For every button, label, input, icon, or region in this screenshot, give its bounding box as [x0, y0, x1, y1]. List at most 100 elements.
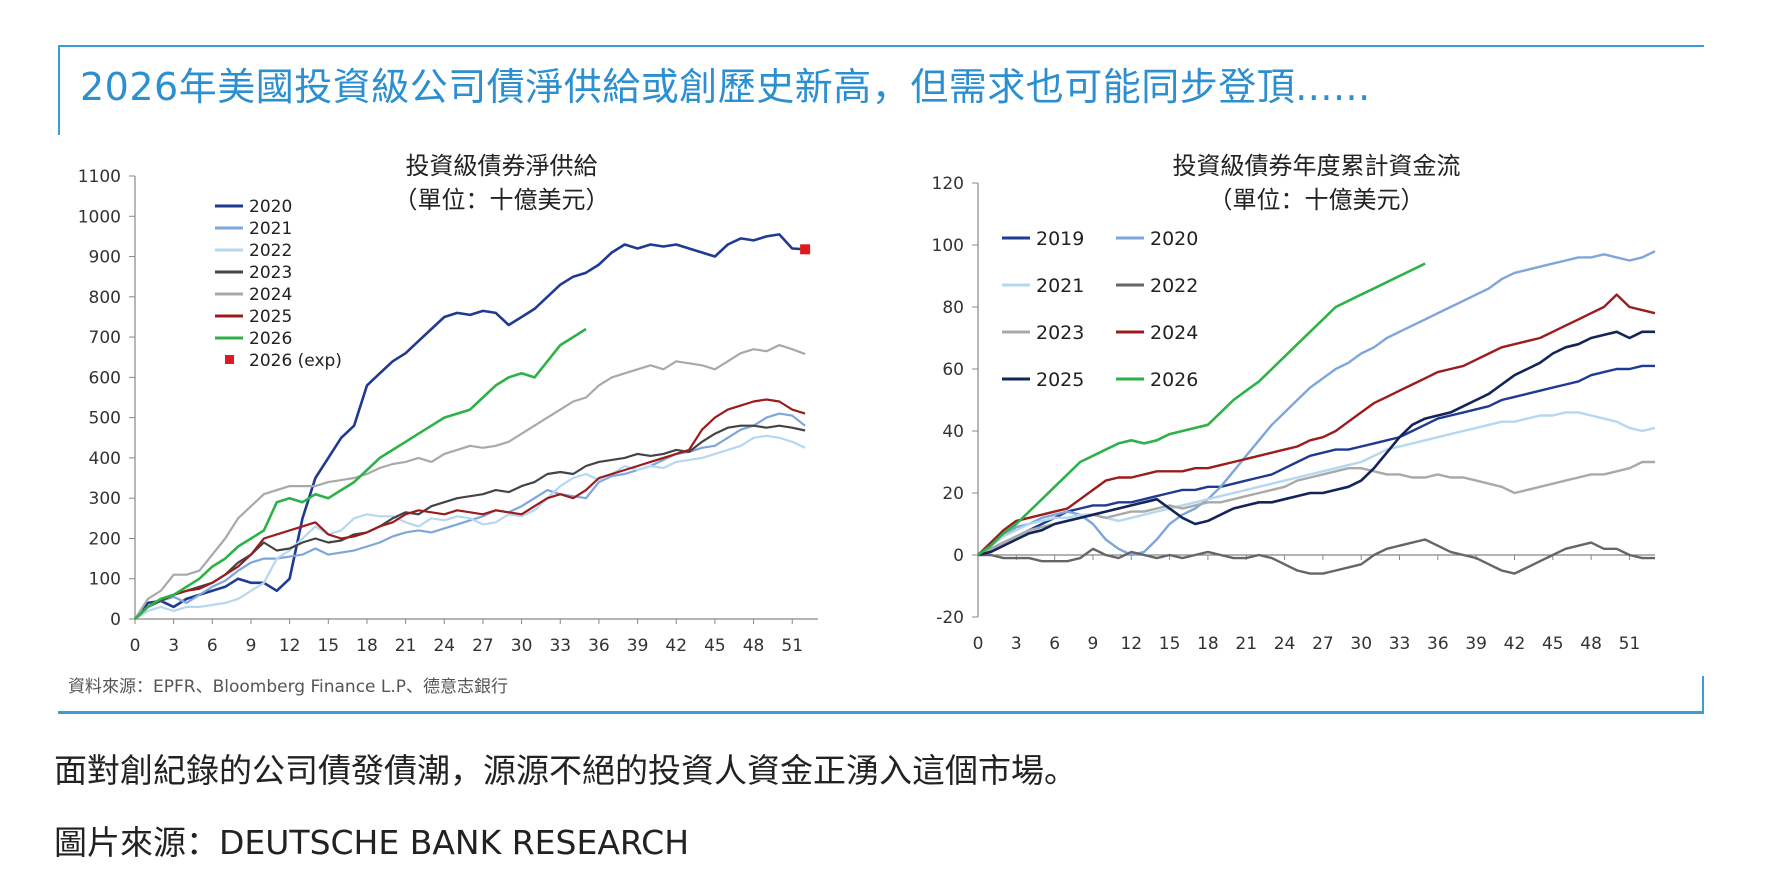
- x-tick-label: 12: [1120, 634, 1142, 654]
- x-tick-label: 0: [973, 634, 984, 654]
- legend-label: 2026 (exp): [249, 351, 342, 371]
- source-note: 資料來源：EPFR、Bloomberg Finance L.P、德意志銀行: [68, 677, 509, 697]
- legend-label: 2020: [249, 197, 292, 217]
- x-tick-label: 27: [1312, 634, 1334, 654]
- x-tick-label: 48: [743, 636, 765, 656]
- y-tick-label: 0: [953, 546, 964, 566]
- y-tick-label: 300: [89, 489, 121, 509]
- x-tick-label: 36: [1427, 634, 1449, 654]
- y-tick-label: 1100: [78, 167, 121, 187]
- legend-label: 2024: [249, 285, 292, 305]
- chart-title: 投資級債券淨供給: [406, 152, 598, 180]
- series-line-2026: [977, 262, 1426, 557]
- x-tick-label: 45: [704, 636, 726, 656]
- x-tick-label: 0: [130, 636, 141, 656]
- x-tick-label: 33: [549, 636, 571, 656]
- image-credit: 圖片來源：DEUTSCHE BANK RESEARCH: [54, 823, 690, 862]
- x-tick-label: 51: [1619, 634, 1641, 654]
- series-line-2024: [977, 293, 1656, 556]
- series-line-2022: [134, 434, 806, 620]
- y-tick-label: 400: [89, 449, 121, 469]
- legend-label: 2026: [249, 329, 292, 349]
- x-tick-label: 36: [588, 636, 610, 656]
- x-tick-label: 3: [1011, 634, 1022, 654]
- chart-title: 投資級債券年度累計資金流: [1173, 152, 1461, 180]
- legend-label: 2019: [1036, 228, 1084, 250]
- x-tick-label: 21: [1235, 634, 1257, 654]
- y-tick-label: 40: [942, 422, 964, 442]
- x-tick-label: 3: [168, 636, 179, 656]
- series-line-2025: [134, 398, 806, 620]
- series-line-2026: [134, 327, 587, 620]
- x-tick-label: 6: [1049, 634, 1060, 654]
- x-tick-label: 9: [1088, 634, 1099, 654]
- legend-label: 2022: [249, 241, 292, 261]
- legend-label: 2022: [1150, 275, 1198, 297]
- x-tick-label: 24: [1274, 634, 1296, 654]
- series-line-2021: [134, 412, 806, 620]
- chart-subtitle: （單位：十億美元）: [1209, 186, 1425, 214]
- y-tick-label: 100: [932, 236, 964, 256]
- x-tick-label: 30: [1350, 634, 1372, 654]
- marker-2026-exp: [800, 244, 811, 255]
- y-tick-label: 80: [942, 298, 964, 318]
- y-tick-label: 120: [932, 174, 964, 194]
- y-tick-label: 100: [89, 570, 121, 590]
- y-tick-label: 60: [942, 360, 964, 380]
- legend-label: 2023: [1036, 322, 1084, 344]
- x-tick-label: 21: [395, 636, 417, 656]
- caption: 面對創紀錄的公司債發債潮，源源不絕的投資人資金正湧入這個市場。: [54, 751, 1077, 790]
- frame-top-border: [58, 45, 1704, 47]
- y-tick-label: 0: [110, 610, 121, 630]
- y-tick-label: 900: [89, 248, 121, 268]
- x-tick-label: 42: [1504, 634, 1526, 654]
- legend-marker: [225, 355, 234, 364]
- chart-subtitle: （單位：十億美元）: [394, 186, 610, 214]
- series-line-2025: [977, 330, 1655, 557]
- legend-label: 2020: [1150, 228, 1198, 250]
- x-tick-label: 15: [317, 636, 339, 656]
- x-tick-label: 39: [1465, 634, 1487, 654]
- x-tick-label: 18: [1197, 634, 1219, 654]
- y-tick-label: 1000: [78, 207, 121, 227]
- x-tick-label: 24: [433, 636, 455, 656]
- fund-flow-chart: 投資級債券年度累計資金流 （單位：十億美元） -20 0 20 40 60 80 100 120 0…: [932, 152, 1656, 654]
- x-tick-label: 42: [665, 636, 687, 656]
- series-line-2019: [977, 364, 1655, 557]
- y-tick-label: 600: [89, 368, 121, 388]
- y-tick-label: -20: [936, 608, 964, 628]
- y-tick-label: 700: [89, 328, 121, 348]
- legend-label: 2025: [249, 307, 292, 327]
- series-line-2024: [134, 344, 806, 620]
- frame-left-border: [58, 45, 60, 135]
- net-supply-chart: 投資級債券淨供給（單位：十億美元）01002003004005006007008…: [78, 152, 818, 656]
- x-tick-label: 39: [627, 636, 649, 656]
- x-tick-label: 6: [207, 636, 218, 656]
- x-tick-label: 33: [1389, 634, 1411, 654]
- y-tick-label: 500: [89, 409, 121, 429]
- x-tick-label: 45: [1542, 634, 1564, 654]
- legend-label: 2021: [249, 219, 292, 239]
- x-tick-label: 18: [356, 636, 378, 656]
- headline: 2026年美國投資級公司債淨供給或創歷史新高，但需求也可能同步登頂......: [80, 65, 1371, 109]
- legend-label: 2021: [1036, 275, 1084, 297]
- x-tick-label: 12: [279, 636, 301, 656]
- x-tick-label: 51: [781, 636, 803, 656]
- legend-label: 2025: [1036, 369, 1084, 391]
- legend-label: 2023: [249, 263, 292, 283]
- frame-right-border: [1702, 676, 1704, 713]
- x-tick-label: 9: [246, 636, 257, 656]
- x-tick-label: 15: [1159, 634, 1181, 654]
- y-tick-label: 200: [89, 529, 121, 549]
- y-tick-label: 800: [89, 288, 121, 308]
- y-tick-label: 20: [942, 484, 964, 504]
- frame-bottom-border: [58, 711, 1704, 714]
- legend-label: 2024: [1150, 322, 1198, 344]
- x-tick-label: 48: [1580, 634, 1602, 654]
- series-line-2020: [977, 250, 1656, 557]
- x-tick-label: 27: [472, 636, 494, 656]
- legend-label: 2026: [1150, 369, 1198, 391]
- series-line-2022: [978, 538, 1655, 575]
- series-line-2020: [133, 233, 806, 620]
- x-tick-label: 30: [511, 636, 533, 656]
